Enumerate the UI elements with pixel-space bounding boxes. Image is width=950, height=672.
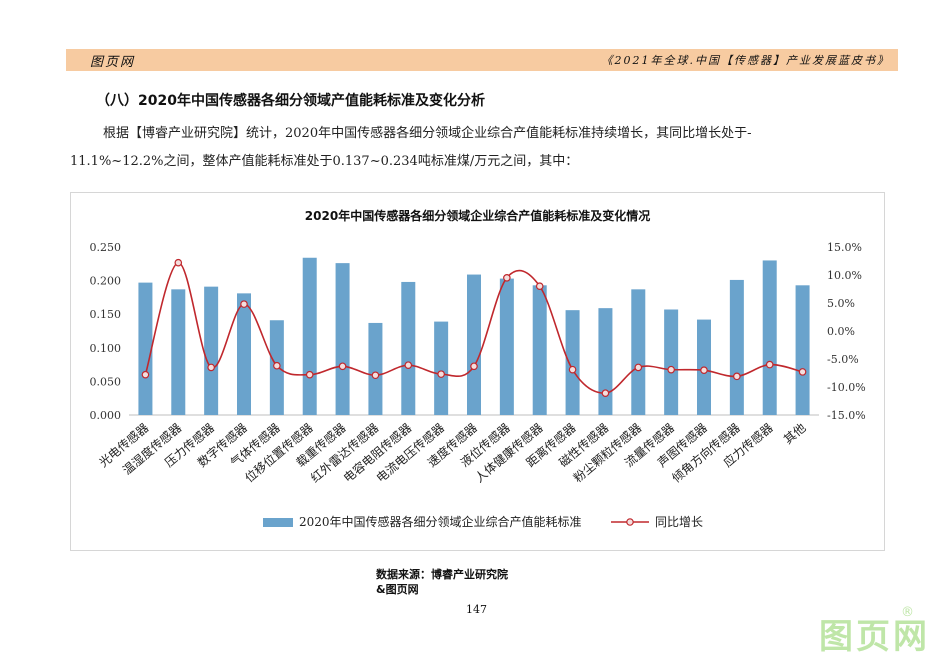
bar: [467, 274, 481, 415]
y-left-tick-label: 0.150: [90, 308, 122, 321]
watermark-logo: 图页网: [819, 617, 930, 657]
growth-point: [568, 365, 577, 374]
bar: [565, 310, 580, 415]
growth-point: [667, 365, 675, 374]
growth-point: [765, 360, 774, 369]
y-left-tick-label: 0.250: [90, 241, 122, 254]
y-left-tick-label: 0.050: [90, 375, 122, 388]
header-band: 图页网 《2021年全球.中国【传感器】产业发展蓝皮书》: [66, 49, 898, 71]
bar: [204, 286, 219, 415]
header-book-title: 《2021年全球.中国【传感器】产业发展蓝皮书》: [601, 54, 890, 67]
growth-point: [338, 362, 347, 371]
growth-point: [601, 389, 610, 397]
growth-point: [240, 300, 248, 308]
y-left-tick-label: 0.200: [90, 275, 122, 288]
header-brand: 图页网: [90, 55, 136, 70]
bar: [401, 281, 416, 415]
bar: [434, 321, 449, 415]
y-right-tick-label: -10.0%: [827, 381, 866, 394]
y-right-tick-label: -15.0%: [827, 409, 866, 422]
bar: [664, 309, 679, 415]
y-right-tick-label: 15.0%: [827, 241, 862, 254]
bar: [762, 260, 777, 415]
y-right-tick-label: 10.0%: [827, 269, 862, 282]
bar: [237, 293, 251, 415]
growth-point: [700, 366, 708, 375]
growth-point: [305, 370, 314, 379]
chart-title: 2020年中国传感器各细分领域企业综合产值能耗标准及变化情况: [304, 209, 651, 223]
paragraph-line-1: 根据【博睿产业研究院】统计，2020年中国传感器各细分领域企业综合产值能耗标准持…: [103, 126, 752, 141]
growth-point: [404, 361, 413, 369]
legend-bar-swatch: [263, 518, 293, 527]
source-line-2: &图页网: [376, 583, 419, 596]
legend-line-marker: [626, 518, 634, 526]
bar: [335, 263, 350, 415]
bar: [499, 278, 514, 415]
watermark-registered-mark: ®: [901, 605, 914, 620]
growth-point: [141, 370, 150, 379]
growth-point: [470, 362, 478, 371]
bar: [138, 282, 153, 415]
legend-bar-label: 2020年中国传感器各细分领域企业综合产值能耗标准: [299, 514, 582, 529]
y-right-tick-label: 5.0%: [827, 297, 855, 310]
bar: [171, 289, 186, 415]
bar: [532, 285, 547, 415]
growth-point: [634, 363, 643, 372]
growth-line: [144, 261, 803, 394]
source-line-1: 数据来源：博睿产业研究院: [376, 568, 508, 581]
y-right-tick-label: 0.0%: [827, 325, 855, 338]
growth-point: [733, 372, 741, 381]
page-number: 147: [466, 603, 487, 616]
growth-point: [273, 361, 281, 370]
growth-point: [798, 368, 807, 376]
y-right-tick-label: -5.0%: [827, 353, 859, 366]
x-tick-label: 其他: [781, 421, 808, 447]
growth-point: [503, 274, 511, 282]
bar: [631, 289, 646, 415]
section-title: （八）2020年中国传感器各细分领域产值能耗标准及变化分析: [96, 93, 485, 109]
bar: [302, 257, 317, 415]
growth-point: [535, 282, 544, 291]
bar: [795, 285, 810, 415]
growth-point: [371, 371, 380, 380]
paragraph-line-2: 11.1%~12.2%之间，整体产值能耗标准处于0.137~0.234吨标准煤/…: [70, 154, 579, 169]
y-left-tick-label: 0.100: [90, 342, 122, 355]
growth-point: [207, 363, 215, 372]
bar: [598, 308, 613, 415]
chart-svg: 0.000 0.050 0.100 0.150 0.200 0.250 -15.0% -10.…: [90, 241, 866, 529]
bar: [729, 279, 744, 415]
y-left-tick-label: 0.000: [90, 409, 122, 422]
growth-point: [437, 370, 445, 378]
chart-container: 2020年中国传感器各细分领域企业综合产值能耗标准及变化情况 0.000 0.05…: [70, 192, 885, 551]
legend-line-label: 同比增长: [655, 515, 703, 529]
bar: [368, 322, 383, 415]
growth-point: [174, 258, 183, 267]
